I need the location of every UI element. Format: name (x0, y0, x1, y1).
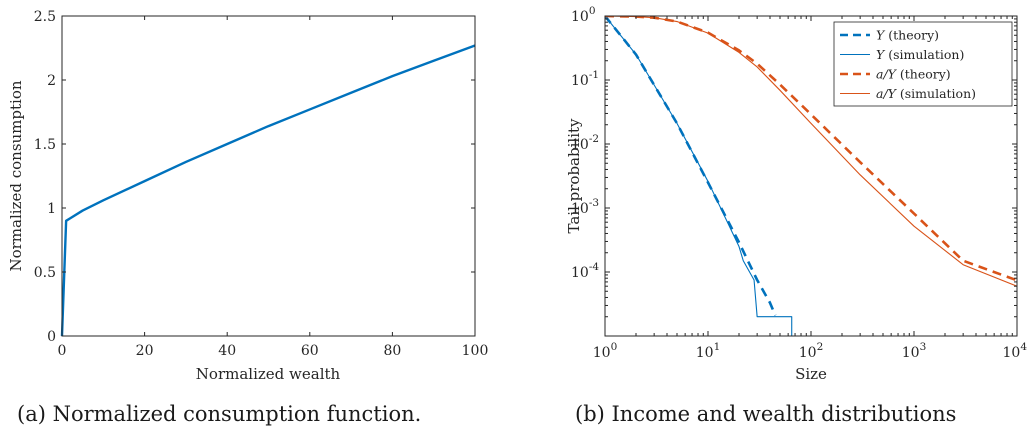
chart-b-x-tick-label-base: 10 (799, 345, 817, 361)
chart-a-x-tick-label: 60 (301, 343, 319, 359)
chart-b-y-tick-label-base: 10 (571, 9, 589, 25)
chart-a-y-tick-label: 0.5 (34, 265, 56, 281)
chart-a-y-tick-label: 2 (47, 73, 56, 89)
chart-a-y-tick-label: 0 (47, 329, 56, 345)
chart-b-legend-entry: a/Y (simulation) (876, 86, 976, 101)
chart-b-legend-box (833, 21, 1013, 107)
chart-b-legend-entry: Y (simulation) (876, 47, 964, 62)
chart-b-y-tick-label-exponent: 0 (589, 5, 596, 17)
chart-a-axes-box (61, 15, 476, 337)
chart-b-x-tick-label-exponent: 3 (920, 341, 927, 353)
chart-a-plot-area (62, 16, 475, 336)
chart-b-x-tick-label-base: 10 (902, 345, 920, 361)
chart-a-y-tick-label: 1 (47, 201, 56, 217)
chart-b-x-tick-label-base: 10 (1002, 345, 1020, 361)
chart-b-y-tick-label-exponent: -3 (589, 197, 599, 209)
chart-b-x-tick-label-exponent: 1 (714, 341, 721, 353)
caption-b: (b) Income and wealth distributions (575, 402, 956, 426)
chart-b-y-tick-label: 10-3 (571, 197, 599, 217)
chart-b-y-tick-label-base: 10 (571, 73, 589, 89)
chart-b-legend: Y (theory)Y (simulation)a/Y (theory)a/Y … (833, 21, 1013, 107)
chart-a-x-tick-label: 80 (383, 343, 401, 359)
chart-b-legend-entry-suffix: (theory) (884, 28, 939, 43)
chart-b-legend-entry: a/Y (theory) (876, 67, 951, 82)
chart-b-y-tick-label-base: 10 (571, 265, 589, 281)
chart-b-x-tick-label-exponent: 4 (1020, 341, 1027, 353)
chart-b-x-tick-label-exponent: 0 (611, 341, 618, 353)
chart-a-x-axis-label: Normalized wealth (196, 365, 341, 383)
caption-a: (a) Normalized consumption function. (17, 402, 421, 426)
chart-b-legend-entry-suffix: (simulation) (896, 86, 976, 101)
chart-b-x-tick-label: 101 (696, 341, 721, 361)
chart-b-y-tick-label-base: 10 (571, 201, 589, 217)
chart-b-y-tick-label: 10-2 (571, 133, 599, 153)
chart-b-x-tick-label: 100 (593, 341, 618, 361)
chart-b-y-tick-label-exponent: -4 (589, 261, 600, 273)
chart-b-x-tick-label-base: 10 (696, 345, 714, 361)
chart-a-x-tick-label: 0 (58, 343, 67, 359)
chart-a-x-tick-label: 100 (462, 343, 489, 359)
chart-a-x-tick-label: 40 (218, 343, 236, 359)
chart-a: 0 20 40 60 80 100 0 0.5 1 1.5 2 2.5 Normalized weal… (7, 9, 488, 383)
chart-b-y-tick-label-exponent: -1 (589, 69, 599, 81)
chart-a-y-axis-label: Normalized consumption (7, 80, 25, 271)
chart-b-legend-entry-var: a/Y (876, 86, 898, 101)
chart-b-x-tick-label-base: 10 (593, 345, 611, 361)
chart-a-y-tick-label: 2.5 (34, 9, 56, 25)
chart-b-y-tick-label-base: 10 (571, 137, 589, 153)
chart-b-x-axis-label: Size (795, 365, 827, 383)
chart-b-y-tick-label-exponent: -2 (589, 133, 599, 145)
chart-b-series-line-1 (605, 16, 793, 336)
chart-b-y-tick-label: 10-1 (571, 69, 599, 89)
chart-b-legend-entry-suffix: (simulation) (884, 47, 964, 62)
chart-b-series-line-0 (605, 16, 777, 316)
chart-b-x-tick-label: 102 (799, 341, 824, 361)
chart-b-legend-entry-var: a/Y (876, 67, 898, 82)
chart-b-x-tick-label-exponent: 2 (817, 341, 824, 353)
chart-b-y-axis-label: Tail probability (565, 118, 583, 234)
chart-b-y-tick-label: 100 (571, 5, 596, 25)
chart-a-y-tick-label: 1.5 (34, 137, 56, 153)
chart-a-series-line (60, 44, 476, 337)
chart-b-legend-entry: Y (theory) (876, 28, 939, 43)
chart-b-legend-entry-suffix: (theory) (896, 67, 951, 82)
chart-b-y-tick-label: 10-4 (571, 261, 599, 281)
chart-b-x-tick-label: 104 (1002, 341, 1027, 361)
chart-b-x-tick-label: 103 (902, 341, 927, 361)
chart-b-legend-entry-var: Y (876, 47, 886, 62)
chart-a-x-tick-label: 20 (136, 343, 154, 359)
chart-b-legend-entry-var: Y (876, 28, 886, 43)
